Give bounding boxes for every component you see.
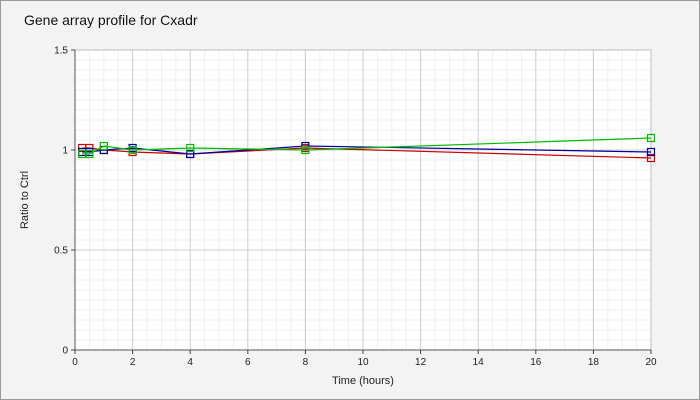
x-tick-label: 2	[130, 357, 136, 368]
y-tick-label: 1	[62, 146, 68, 157]
x-axis-label: Time (hours)	[332, 375, 394, 387]
x-tick-label: 6	[245, 357, 251, 368]
x-tick-label: 16	[530, 357, 542, 368]
y-tick-label: 0.5	[54, 246, 68, 257]
x-tick-label: 12	[415, 357, 427, 368]
x-tick-label: 10	[357, 357, 369, 368]
x-tick-label: 20	[645, 357, 657, 368]
data-point[interactable]	[85, 149, 94, 159]
series-3	[78, 133, 656, 159]
data-point[interactable]	[646, 133, 656, 143]
x-tick-label: 4	[187, 357, 193, 368]
data-point[interactable]	[186, 149, 195, 159]
data-point[interactable]	[646, 153, 656, 163]
data-point[interactable]	[128, 145, 137, 155]
y-tick-label: 1.5	[54, 46, 68, 57]
data-point[interactable]	[301, 145, 310, 155]
x-tick-label: 0	[72, 357, 78, 368]
x-tick-label: 14	[473, 357, 485, 368]
data-point[interactable]	[646, 147, 656, 157]
y-tick-label: 0	[62, 346, 68, 357]
chart-title: Gene array profile for Cxadr	[24, 12, 198, 28]
series-line	[82, 137, 652, 155]
data-point[interactable]	[186, 143, 195, 153]
x-tick-label: 8	[303, 357, 309, 368]
x-tick-label: 18	[588, 357, 600, 368]
y-axis-label: Ratio to Ctrl	[19, 171, 31, 229]
data-point[interactable]	[99, 141, 108, 151]
